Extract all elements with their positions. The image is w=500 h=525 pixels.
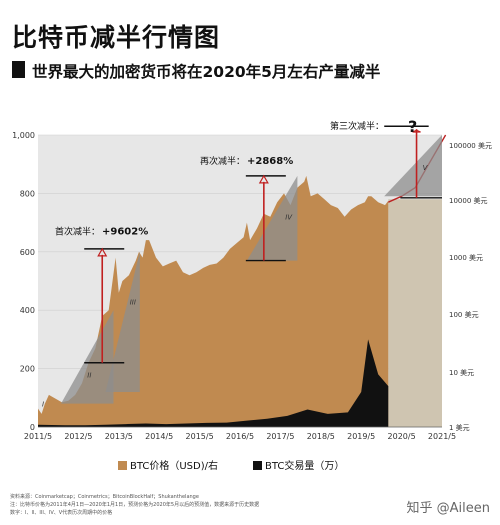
forecast-box	[388, 199, 442, 427]
y-right-tick-label: 10000 美元	[449, 196, 488, 205]
volume-area-path	[38, 339, 389, 427]
y-right-tick-label: 10 美元	[449, 368, 474, 377]
volume-area	[38, 339, 389, 427]
halving1-value: +9602%	[102, 226, 148, 237]
legend-label-price: BTC价格（USD)/右	[130, 459, 218, 472]
cycle-label-ii: II	[87, 371, 91, 379]
x-tick-label: 2014/5	[145, 432, 173, 441]
note-line-2: 数字：I、II、III、IV、V代表历次周期中的价格	[10, 510, 113, 516]
chart-title: 比特币减半行情图	[12, 23, 221, 52]
cycle-label-i: I	[42, 401, 44, 409]
chart-subtitle: 世界最大的加密货币将在2020年5月左右产量减半	[32, 63, 381, 81]
halving2-value: +2868%	[247, 156, 293, 167]
halving2-label: 再次减半：	[200, 155, 245, 167]
cycle-label-v: V	[423, 164, 429, 172]
axes: 2011/5 2012/5 2013/5 2014/5 2015/5 2016/5 2017…	[12, 131, 492, 441]
y-left-tick-label: 200	[20, 365, 35, 374]
cycle-triangle	[246, 175, 298, 261]
halving1-arrow-head	[97, 247, 108, 257]
y-left-tick-label: 0	[30, 423, 35, 432]
y-left-tick-label: 400	[20, 306, 35, 315]
halving3-label: 第三次减半：	[330, 120, 384, 132]
watermark: 知乎 @Aileen	[406, 501, 491, 516]
x-tick-label: 2018/5	[307, 432, 335, 441]
x-tick-label: 2012/5	[64, 432, 92, 441]
halving1-label: 首次减半：	[55, 225, 100, 237]
halving3-arrow-head	[412, 129, 421, 133]
y-left-tick-label: 1,000	[12, 131, 35, 140]
legend-swatch-price	[118, 461, 127, 470]
legend-label-volume: BTC交易量（万）	[265, 459, 344, 472]
x-tick-label: 2015/5	[186, 432, 214, 441]
halving3-value: ?	[408, 117, 417, 136]
chart-footer: 资料来源：Coinmarketcap；Coinmetrics；BitcoinBl…	[10, 493, 340, 517]
x-tick-label: 2017/5	[266, 432, 294, 441]
legend-swatch-volume	[253, 461, 262, 470]
y-right-tick-label: 1 美元	[449, 423, 470, 432]
legend: BTC价格（USD)/右 BTC交易量（万）	[118, 459, 344, 472]
x-tick-label: 2013/5	[105, 432, 133, 441]
x-tick-label: 2011/5	[24, 432, 52, 441]
note-line: 注：比特币价格为2011年4月1日—2020年1月1日，预测价格为2020年5月…	[10, 502, 260, 508]
y-right-tick-label: 100000 美元	[449, 141, 492, 150]
subtitle-accent-bar	[12, 61, 25, 78]
x-tick-label: 2021/5	[428, 432, 456, 441]
cycle-label-iv: IV	[285, 214, 293, 222]
y-right-tick-label: 1000 美元	[449, 253, 483, 262]
cycle-triangle	[105, 251, 140, 392]
y-left-tick-label: 600	[20, 248, 35, 257]
x-tick-label: 2016/5	[226, 432, 254, 441]
y-right-tick-label: 100 美元	[449, 310, 479, 319]
x-tick-label: 2020/5	[388, 432, 416, 441]
source-line: 资料来源：Coinmarketcap；Coinmetrics；BitcoinBl…	[10, 494, 199, 500]
cycle-label-iii: III	[130, 298, 136, 306]
y-left-tick-label: 800	[20, 189, 35, 198]
halving2-arrow-head	[258, 174, 269, 184]
cycle-triangle	[61, 310, 114, 404]
x-tick-label: 2019/5	[347, 432, 375, 441]
